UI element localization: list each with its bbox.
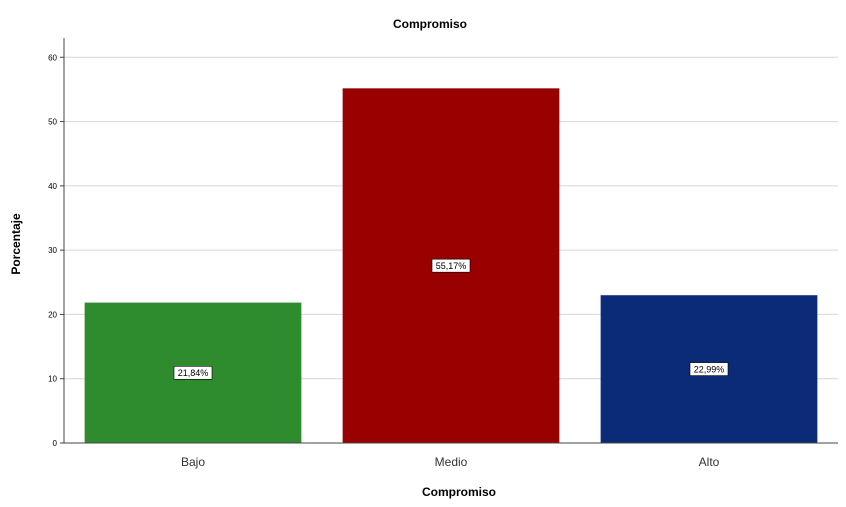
y-tick-label: 60 xyxy=(48,53,57,62)
data-label-text: 22,99% xyxy=(694,364,725,374)
data-label: 22,99% xyxy=(689,362,729,376)
x-tick-label: Medio xyxy=(435,455,468,469)
data-label-box xyxy=(431,258,471,273)
y-tick-label: 20 xyxy=(48,310,57,319)
chart-title: Compromiso xyxy=(393,17,467,31)
y-tick-label: 40 xyxy=(48,182,57,191)
data-label-box xyxy=(173,365,213,380)
y-tick-label: 10 xyxy=(48,375,57,384)
data-label: 21,84% xyxy=(173,365,213,380)
y-axis-label: Porcentaje xyxy=(9,213,23,275)
x-axis-label: Compromiso xyxy=(422,485,496,499)
data-label-text: 55,17% xyxy=(436,261,467,271)
y-tick-label: 0 xyxy=(53,439,58,448)
y-tick-label: 50 xyxy=(48,118,57,127)
x-axis-ticks: Bajo Medio Alto xyxy=(181,455,720,469)
data-label-text: 21,84% xyxy=(178,368,209,378)
data-label-box xyxy=(689,362,729,376)
y-tick-label: 30 xyxy=(48,246,57,255)
data-labels: 21,84% 55,17% 22,99% xyxy=(173,258,729,380)
x-tick-label: Alto xyxy=(699,455,720,469)
y-axis-ticks: 0 10 20 30 40 50 60 xyxy=(48,53,64,448)
x-tick-label: Bajo xyxy=(181,455,205,469)
data-label: 55,17% xyxy=(431,258,471,273)
